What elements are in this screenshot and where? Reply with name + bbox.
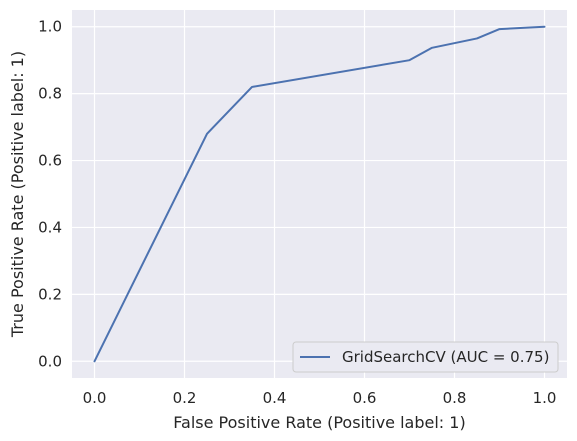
x-axis-label: False Positive Rate (Positive label: 1): [173, 413, 465, 432]
y-tick-label: 0.8: [38, 85, 62, 103]
grid-lines: [72, 10, 567, 378]
x-tick-label: 0.2: [173, 389, 197, 407]
y-tick-label: 1.0: [38, 18, 62, 36]
x-tick-label: 0.8: [443, 389, 467, 407]
y-tick-label: 0.0: [38, 352, 62, 370]
x-tick-label: 1.0: [533, 389, 557, 407]
x-tick-label: 0.0: [83, 389, 107, 407]
legend-label-gridsearchcv: GridSearchCV (AUC = 0.75): [342, 348, 549, 366]
y-tick-label: 0.4: [38, 218, 62, 236]
y-axis-label: True Positive Rate (Positive label: 1): [8, 51, 27, 338]
x-tick-labels: 0.0 0.2 0.4 0.6 0.8 1.0: [83, 389, 557, 407]
x-tick-label: 0.4: [263, 389, 287, 407]
y-tick-label: 0.2: [38, 285, 62, 303]
legend: GridSearchCV (AUC = 0.75): [292, 341, 559, 373]
x-tick-label: 0.6: [353, 389, 377, 407]
plot-area: [72, 10, 567, 378]
y-tick-labels: 0.0 0.2 0.4 0.6 0.8 1.0: [38, 18, 62, 371]
y-tick-label: 0.6: [38, 152, 62, 170]
series-line-0: [93, 25, 546, 363]
series-lines: [93, 25, 546, 363]
legend-box: [292, 341, 559, 373]
